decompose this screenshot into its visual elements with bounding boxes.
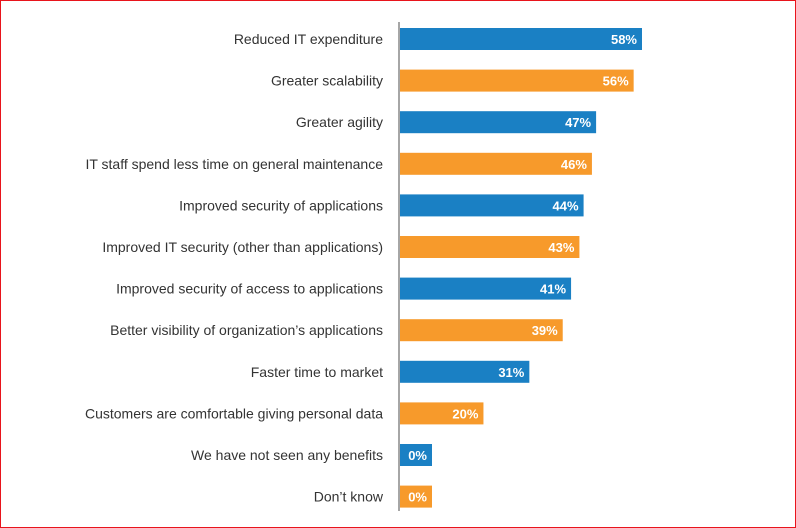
data-label: 58%	[611, 32, 637, 47]
data-label: 0%	[408, 490, 427, 505]
data-label: 43%	[548, 240, 574, 255]
bar	[400, 111, 597, 134]
category-label: Greater agility	[296, 114, 383, 130]
category-label: Improved security of applications	[179, 197, 383, 213]
data-label: 0%	[408, 448, 427, 463]
data-label: 46%	[561, 157, 587, 172]
category-label: Customers are comfortable giving persona…	[85, 405, 383, 421]
data-label: 20%	[452, 406, 478, 421]
bar	[400, 236, 580, 258]
category-label: Better visibility of organization’s appl…	[110, 322, 383, 338]
bar	[400, 152, 592, 175]
category-label: IT staff spend less time on general main…	[85, 156, 383, 172]
data-label: 56%	[603, 74, 629, 89]
bar	[400, 319, 563, 342]
category-label: Faster time to market	[251, 364, 383, 380]
bar	[400, 444, 432, 466]
category-label: Improved security of access to applicati…	[116, 281, 383, 297]
category-label: Greater scalability	[271, 73, 383, 89]
category-label: We have not seen any benefits	[191, 447, 383, 463]
bar	[400, 360, 530, 383]
data-label: 39%	[532, 323, 558, 338]
bar	[400, 277, 572, 300]
data-label: 31%	[498, 365, 524, 380]
data-label: 41%	[540, 282, 566, 297]
data-label: 47%	[565, 115, 591, 130]
bar	[400, 485, 432, 508]
category-label: Reduced IT expenditure	[234, 31, 383, 47]
bar	[400, 69, 634, 92]
bar	[400, 194, 584, 217]
bar	[400, 402, 484, 425]
category-label: Don’t know	[314, 489, 384, 505]
bar	[400, 28, 642, 50]
category-label: Improved IT security (other than applica…	[102, 239, 383, 255]
data-label: 44%	[553, 198, 579, 213]
